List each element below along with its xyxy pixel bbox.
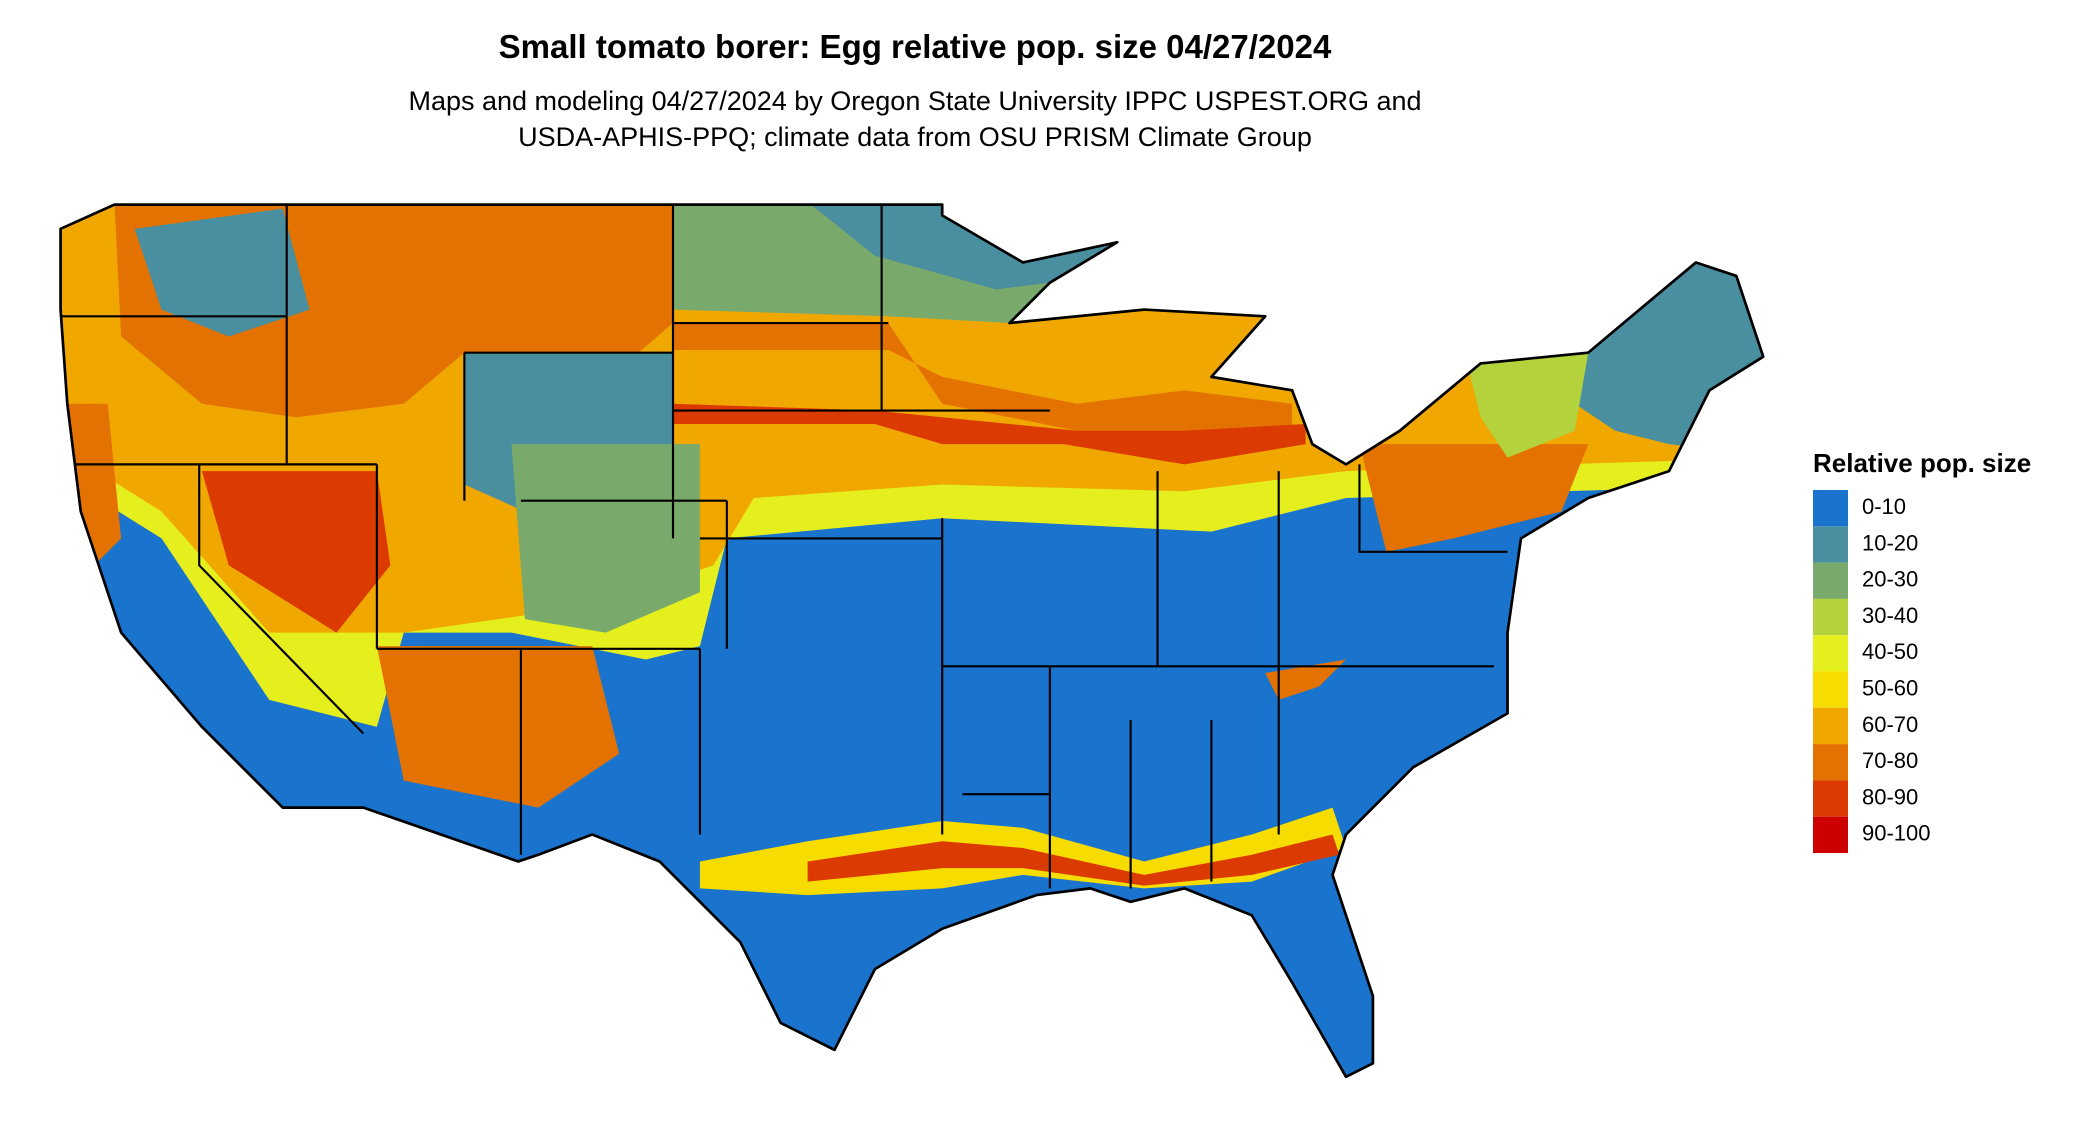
legend-label: 30-40 (1862, 603, 1918, 628)
legend-label: 70-80 (1862, 748, 1918, 773)
legend-label: 50-60 (1862, 675, 1918, 700)
legend-title: Relative pop. size (1813, 448, 2031, 478)
legend-label: 80-90 (1862, 784, 1918, 809)
legend-label: 90-100 (1862, 821, 1931, 846)
legend-swatch (1813, 707, 1848, 745)
legend-swatch (1813, 780, 1848, 817)
legend-label: 40-50 (1862, 639, 1918, 664)
legend-swatch (1813, 744, 1848, 781)
legend: 0-10 10-20 20-30 30-40 40-50 50-60 60-70 70-80 8… (1813, 490, 1931, 853)
legend-swatch (1813, 598, 1848, 636)
legend-label: 0-10 (1862, 494, 1906, 519)
map-subtitle: USDA-APHIS-PPQ; climate data from OSU PR… (518, 122, 1312, 152)
map-title: Small tomato borer: Egg relative pop. si… (499, 28, 1332, 65)
us-map (59, 203, 1765, 1079)
legend-swatch (1813, 526, 1848, 563)
legend-label: 10-20 (1862, 530, 1918, 555)
legend-swatch (1813, 816, 1848, 853)
legend-label: 60-70 (1862, 712, 1918, 737)
legend-swatch (1813, 490, 1848, 527)
map-subtitle: Maps and modeling 04/27/2024 by Oregon S… (408, 86, 1421, 116)
legend-swatch (1813, 635, 1848, 672)
legend-label: 20-30 (1862, 567, 1918, 592)
legend-swatch (1813, 671, 1848, 708)
legend-swatch (1813, 562, 1848, 599)
